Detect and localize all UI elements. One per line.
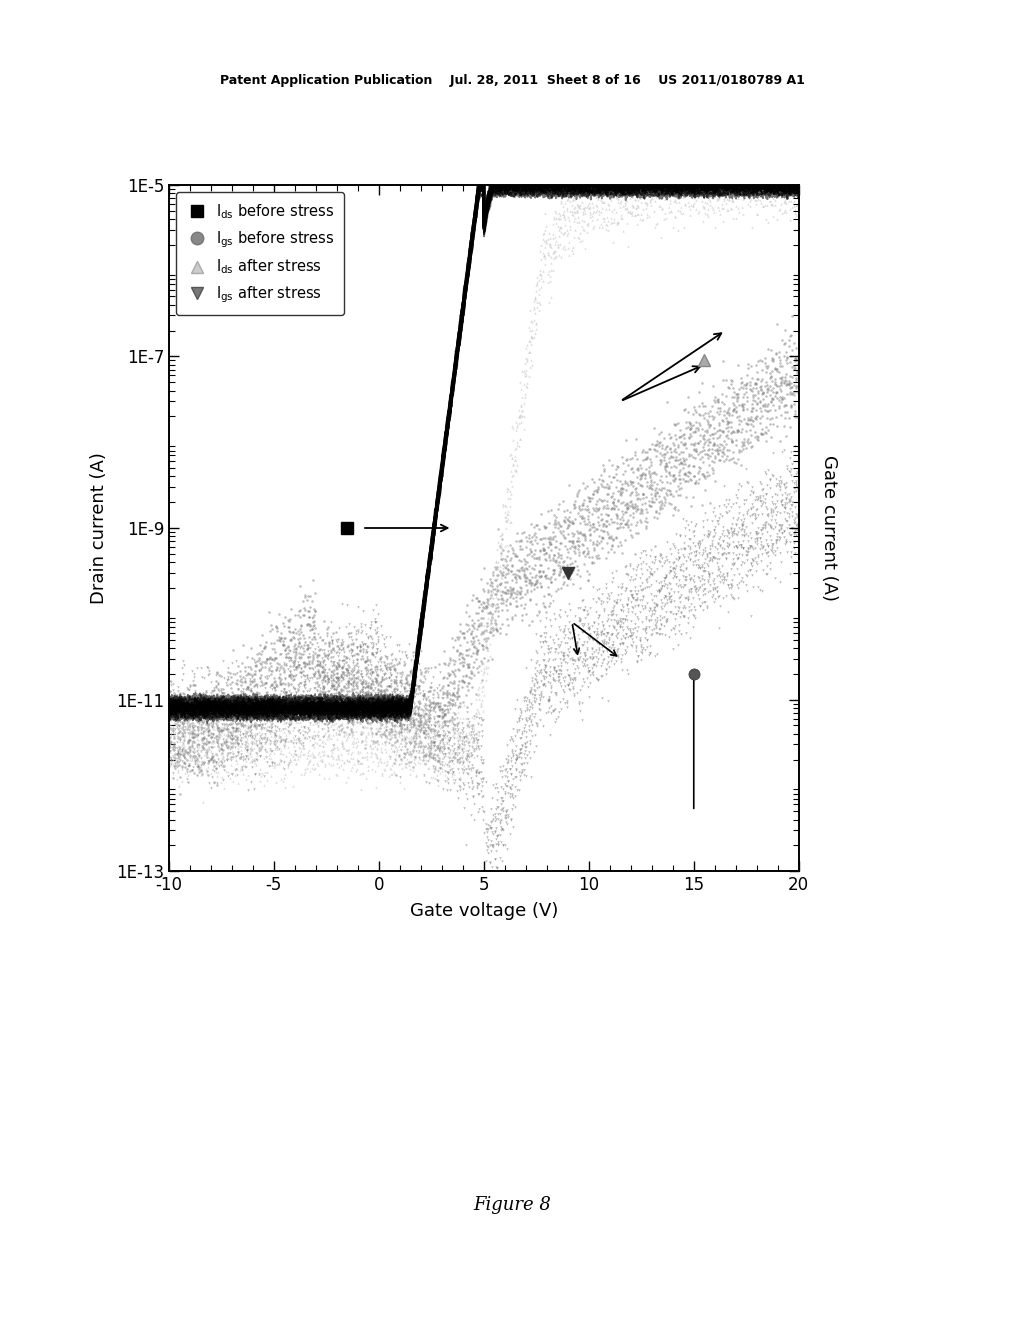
Legend: $\mathregular{I_{ds}}$ before stress, $\mathregular{I_{gs}}$ before stress, $\ma: $\mathregular{I_{ds}}$ before stress, $\… [176,193,344,315]
Y-axis label: Drain current (A): Drain current (A) [90,451,108,605]
Text: Figure 8: Figure 8 [473,1196,551,1214]
Y-axis label: Gate current (A): Gate current (A) [820,455,839,601]
Text: Patent Application Publication    Jul. 28, 2011  Sheet 8 of 16    US 2011/018078: Patent Application Publication Jul. 28, … [219,74,805,87]
X-axis label: Gate voltage (V): Gate voltage (V) [410,903,558,920]
